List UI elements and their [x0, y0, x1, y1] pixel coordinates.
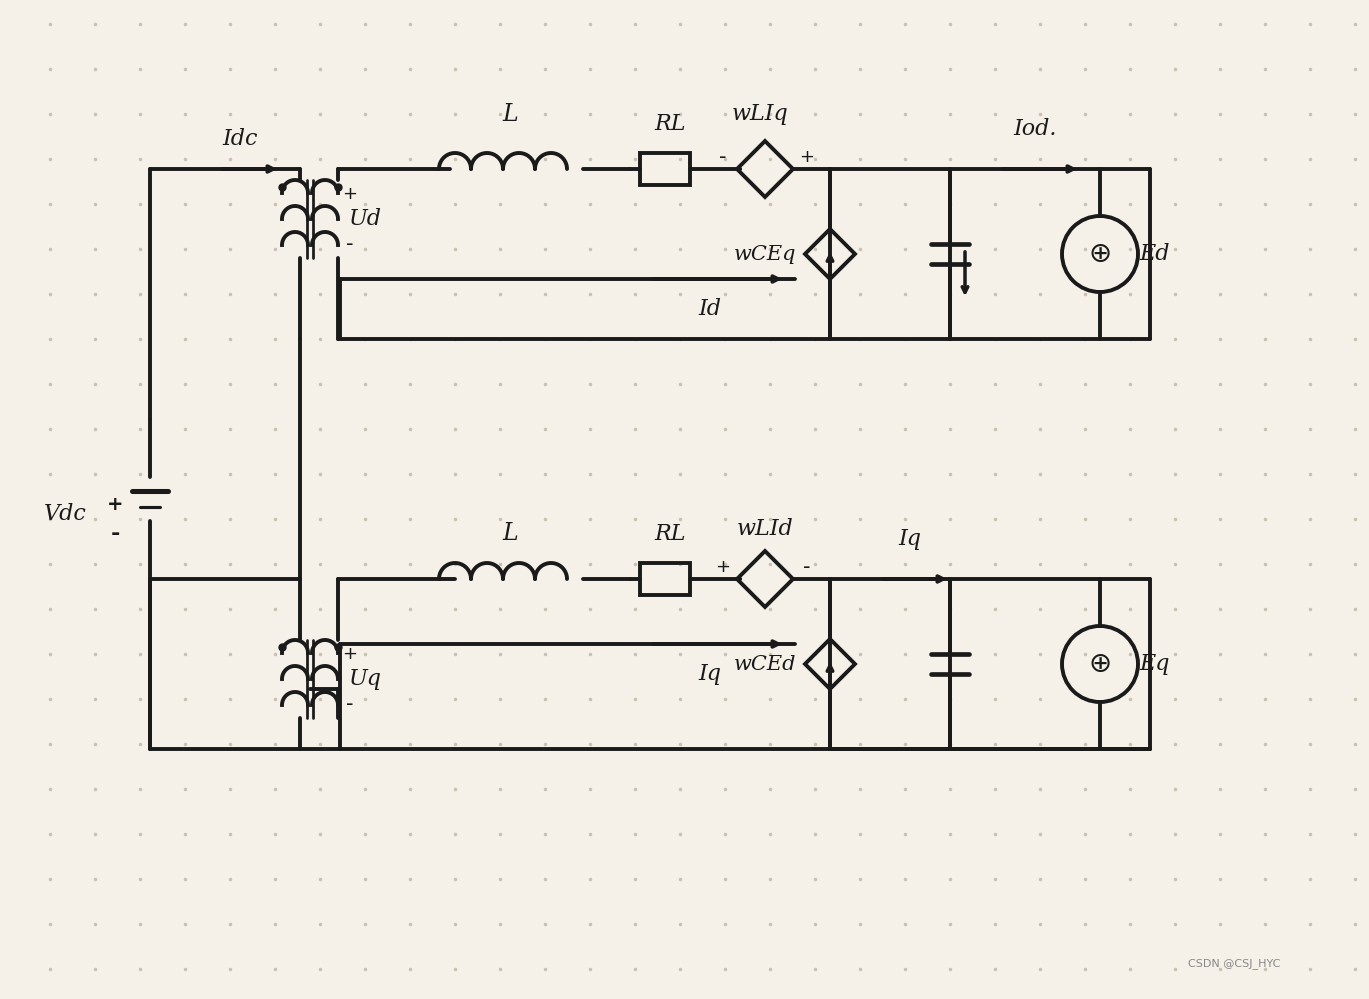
Text: +: +	[107, 495, 123, 513]
Text: -: -	[346, 234, 353, 254]
Bar	[639, 563, 690, 595]
Text: +: +	[342, 645, 357, 663]
Text: CSDN @CSJ_HYC: CSDN @CSJ_HYC	[1188, 958, 1280, 969]
Text: Ud: Ud	[349, 208, 382, 230]
Text: Id: Id	[698, 298, 721, 320]
Text: RL: RL	[654, 523, 686, 545]
Text: Iq: Iq	[898, 528, 921, 550]
Text: ⊕: ⊕	[1088, 650, 1112, 678]
Text: Iod.: Iod.	[1013, 118, 1057, 140]
Text: L: L	[502, 103, 517, 126]
Text: Eq: Eq	[1140, 653, 1170, 675]
Text: -: -	[111, 524, 119, 544]
Text: -: -	[346, 694, 353, 714]
Text: +: +	[342, 185, 357, 203]
Text: -: -	[719, 147, 727, 167]
Text: Uq: Uq	[349, 668, 382, 690]
Text: wCEq: wCEq	[734, 245, 797, 264]
Text: wLId: wLId	[737, 518, 794, 540]
Text: wCEd: wCEd	[734, 654, 797, 673]
Text: +: +	[716, 558, 731, 576]
Text: Vdc: Vdc	[44, 503, 86, 525]
Text: ⊕: ⊕	[1088, 240, 1112, 268]
Bar	[639, 153, 690, 185]
Text: +: +	[799, 148, 815, 166]
Text: Idc: Idc	[222, 128, 257, 150]
Text: Ed: Ed	[1140, 243, 1170, 265]
Text: L: L	[502, 522, 517, 545]
Text: Iq: Iq	[698, 663, 721, 685]
Text: wLIq: wLIq	[731, 103, 789, 125]
Text: -: -	[804, 557, 810, 577]
Text: RL: RL	[654, 113, 686, 135]
